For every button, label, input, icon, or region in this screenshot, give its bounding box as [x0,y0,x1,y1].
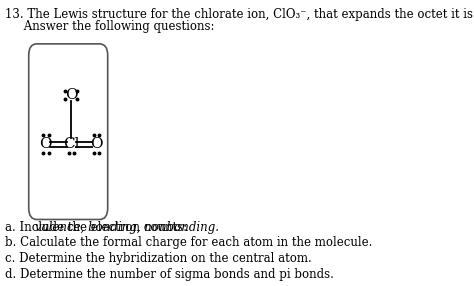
Text: O: O [40,137,52,151]
FancyBboxPatch shape [29,44,108,219]
Text: valence, bonding, nonbonding.: valence, bonding, nonbonding. [35,221,219,234]
Text: a. Include the electron counts:: a. Include the electron counts: [5,221,191,234]
Text: O: O [90,137,103,151]
Text: 13. The Lewis structure for the chlorate ion, ClO₃⁻, that expands the octet it i: 13. The Lewis structure for the chlorate… [5,9,474,21]
Text: c. Determine the hybridization on the central atom.: c. Determine the hybridization on the ce… [5,252,312,265]
Text: d. Determine the number of sigma bonds and pi bonds.: d. Determine the number of sigma bonds a… [5,268,334,281]
Text: Answer the following questions:: Answer the following questions: [5,20,215,33]
Text: b. Calculate the formal charge for each atom in the molecule.: b. Calculate the formal charge for each … [5,237,373,249]
Text: O: O [65,88,78,102]
Text: Cl: Cl [63,137,80,151]
